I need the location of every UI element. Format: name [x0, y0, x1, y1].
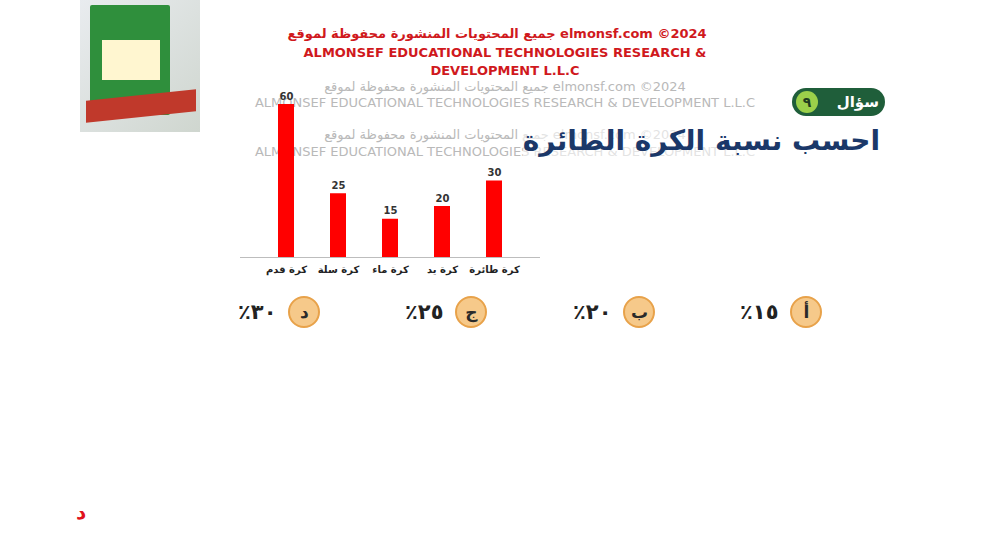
svg-text:20: 20	[436, 193, 450, 204]
svg-text:كرة سلة: كرة سلة	[318, 264, 360, 276]
svg-text:كرة ماء: كرة ماء	[372, 264, 409, 276]
svg-text:كرة طائرة: كرة طائرة	[469, 264, 520, 276]
svg-text:15: 15	[384, 205, 398, 216]
svg-text:60: 60	[280, 91, 294, 102]
svg-text:كرة قدم: كرة قدم	[266, 264, 307, 276]
svg-text:30: 30	[488, 167, 502, 178]
svg-text:كرة يد: كرة يد	[427, 264, 458, 276]
svg-text:25: 25	[332, 180, 346, 191]
